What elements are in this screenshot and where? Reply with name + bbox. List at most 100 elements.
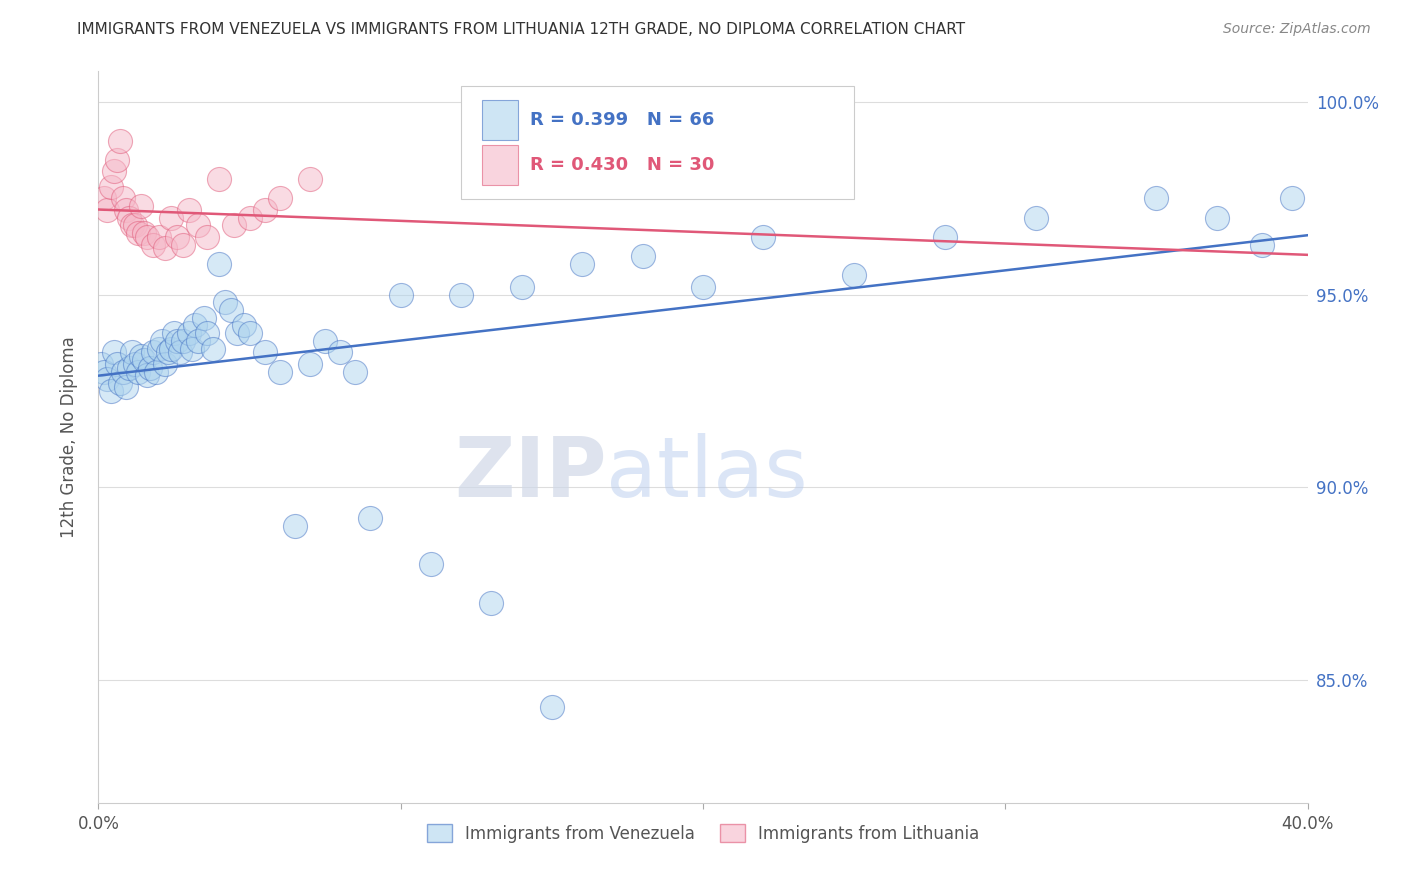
Point [93, 365, 115, 379]
Point [195, 326, 218, 340]
Point [284, 518, 307, 533]
FancyBboxPatch shape [482, 100, 517, 140]
Point [360, 511, 382, 525]
Point [139, 360, 162, 375]
Point [103, 164, 125, 178]
Point [166, 334, 188, 348]
Point [239, 211, 262, 225]
Point [142, 345, 165, 359]
Point [510, 280, 533, 294]
Point [389, 287, 412, 301]
Point [166, 230, 188, 244]
Point [481, 596, 503, 610]
Point [148, 230, 170, 244]
Point [90, 357, 112, 371]
Point [239, 326, 262, 340]
Point [127, 365, 149, 379]
Point [145, 365, 167, 379]
Point [169, 345, 191, 359]
Point [124, 357, 146, 371]
Point [184, 318, 207, 333]
Point [142, 237, 165, 252]
Point [214, 295, 236, 310]
Point [299, 357, 322, 371]
Point [172, 334, 194, 348]
Text: ZIP: ZIP [454, 434, 606, 514]
Point [132, 226, 155, 240]
FancyBboxPatch shape [461, 86, 855, 200]
Text: IMMIGRANTS FROM VENEZUELA VS IMMIGRANTS FROM LITHUANIA 12TH GRADE, NO DIPLOMA CO: IMMIGRANTS FROM VENEZUELA VS IMMIGRANTS … [77, 22, 966, 37]
Point [1024, 211, 1046, 225]
Point [195, 230, 218, 244]
FancyBboxPatch shape [482, 145, 517, 186]
Point [844, 268, 866, 283]
Legend: Immigrants from Venezuela, Immigrants from Lithuania: Immigrants from Venezuela, Immigrants fr… [420, 818, 986, 849]
Point [132, 353, 155, 368]
Point [208, 172, 231, 186]
Point [129, 349, 152, 363]
Point [179, 202, 201, 217]
Point [314, 334, 336, 348]
Point [121, 345, 143, 359]
Point [108, 134, 131, 148]
Point [179, 326, 201, 340]
Point [232, 318, 254, 333]
Point [752, 230, 775, 244]
Point [208, 257, 231, 271]
Point [114, 380, 136, 394]
Point [1144, 191, 1167, 205]
Point [105, 153, 128, 167]
Point [193, 310, 215, 325]
Point [450, 287, 472, 301]
Point [163, 326, 186, 340]
Text: Source: ZipAtlas.com: Source: ZipAtlas.com [1223, 22, 1371, 37]
Point [103, 345, 125, 359]
Point [224, 219, 246, 233]
Point [253, 202, 276, 217]
Point [1281, 191, 1303, 205]
Text: R = 0.399   N = 66: R = 0.399 N = 66 [530, 112, 714, 129]
Point [631, 249, 654, 263]
Point [226, 326, 249, 340]
Point [202, 342, 225, 356]
Point [121, 219, 143, 233]
Point [100, 179, 122, 194]
Point [156, 345, 179, 359]
Point [420, 557, 443, 571]
Text: R = 0.430   N = 30: R = 0.430 N = 30 [530, 156, 714, 174]
Point [96, 202, 118, 217]
Point [160, 211, 183, 225]
Point [111, 191, 134, 205]
Point [153, 242, 176, 256]
Point [269, 365, 291, 379]
Point [105, 357, 128, 371]
Point [269, 191, 291, 205]
Point [118, 211, 141, 225]
Point [129, 199, 152, 213]
Point [1251, 237, 1274, 252]
Point [111, 365, 134, 379]
Point [571, 257, 593, 271]
Point [124, 219, 146, 233]
Point [114, 202, 136, 217]
Point [187, 219, 209, 233]
Point [93, 191, 115, 205]
Point [118, 360, 141, 375]
Point [1206, 211, 1229, 225]
Point [187, 334, 209, 348]
Point [299, 172, 322, 186]
Text: atlas: atlas [606, 434, 808, 514]
Point [100, 384, 122, 398]
Point [108, 376, 131, 391]
Point [692, 280, 714, 294]
Point [540, 699, 562, 714]
Point [181, 342, 204, 356]
Point [160, 342, 183, 356]
Point [150, 334, 173, 348]
Point [135, 368, 157, 383]
Point [127, 226, 149, 240]
Point [329, 345, 352, 359]
Y-axis label: 12th Grade, No Diploma: 12th Grade, No Diploma [59, 336, 77, 538]
Point [96, 372, 118, 386]
Point [153, 357, 176, 371]
